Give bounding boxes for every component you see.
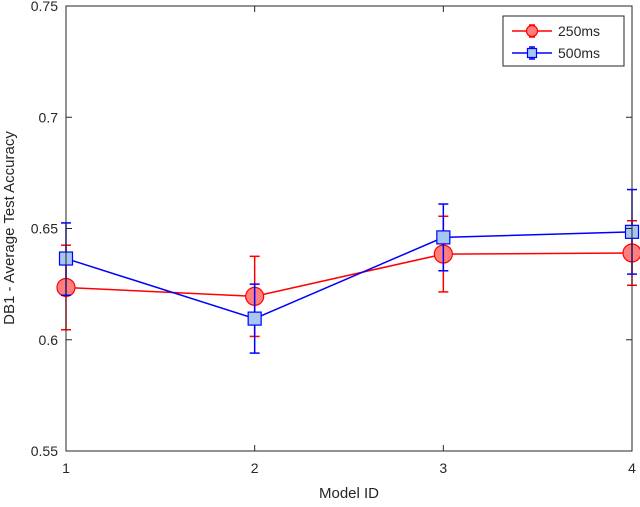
x-tick-label: 3	[439, 460, 447, 476]
y-tick-label: 0.7	[39, 109, 59, 125]
x-tick-label: 1	[62, 460, 70, 476]
y-tick-label: 0.65	[31, 221, 58, 237]
x-tick-label: 2	[251, 460, 259, 476]
y-tick-label: 0.55	[31, 443, 58, 459]
series-line-250ms	[65, 252, 633, 298]
y-axis-label: DB1 - Average Test Accuracy	[1, 131, 18, 325]
y-tick-label: 0.75	[31, 0, 58, 14]
x-tick-label: 4	[628, 460, 636, 476]
data-point-500ms	[247, 311, 262, 326]
legend-label-500ms: 500ms	[558, 45, 600, 61]
legend-marker-250ms	[525, 24, 539, 38]
series-line-500ms	[65, 231, 633, 320]
legend-box	[502, 15, 625, 67]
legend-entry-250ms: 250ms	[512, 23, 600, 39]
data-point-500ms	[436, 230, 451, 245]
legend-entry-500ms: 500ms	[512, 45, 600, 61]
legend: 250ms 500ms	[502, 15, 625, 67]
legend-label-250ms: 250ms	[558, 23, 600, 39]
y-tick-label: 0.6	[39, 332, 59, 348]
x-axis-label: Model ID	[319, 485, 379, 502]
ticks-layer: 1 2 3 4 0.55 0.6 0.65 0.7 0.75	[31, 0, 636, 476]
legend-marker-500ms	[526, 47, 538, 59]
